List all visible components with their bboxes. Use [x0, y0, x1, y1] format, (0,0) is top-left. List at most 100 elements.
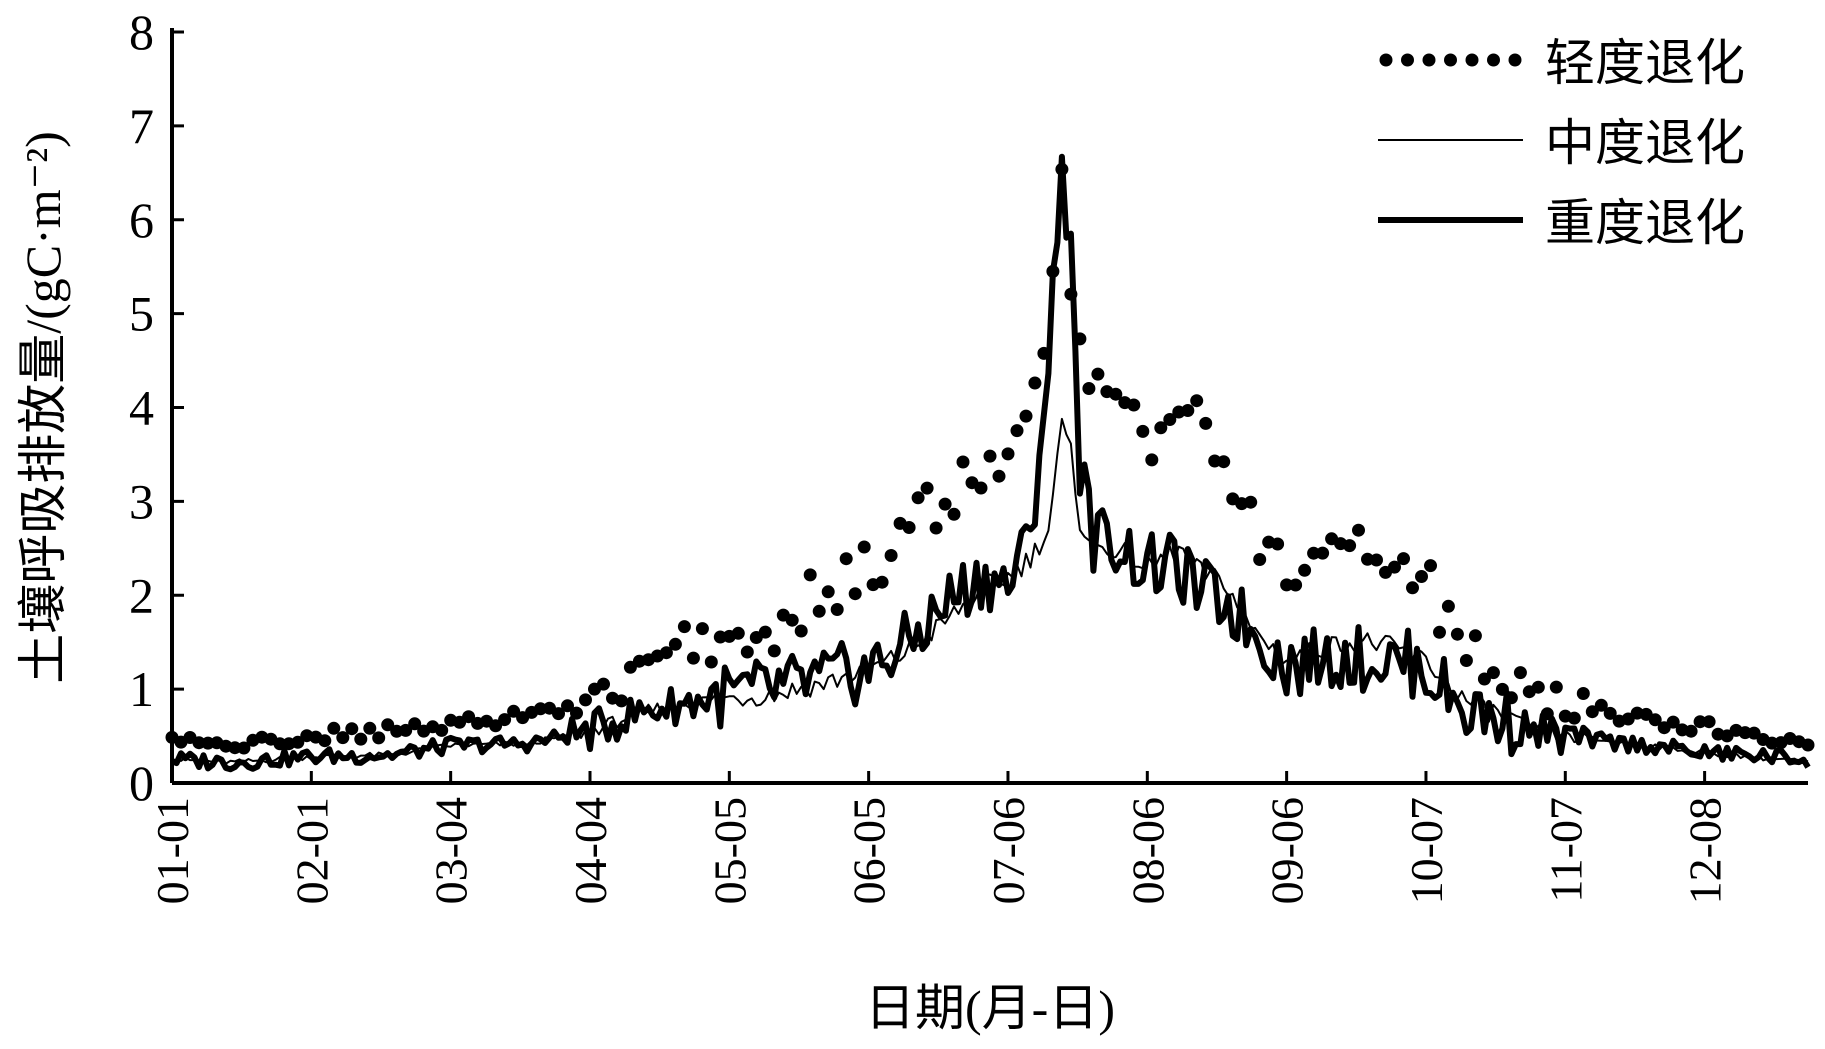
legend-dot [1401, 53, 1414, 67]
data-point [1666, 715, 1680, 729]
x-axis-ticks: 01-01 02-01 03-04 04-04 05-05 06-05 07-06 08-06… [147, 771, 1731, 904]
data-point [1549, 680, 1563, 694]
data-point [1181, 404, 1195, 417]
data-point [1576, 687, 1590, 700]
x-tick-label: 12-08 [1680, 797, 1731, 904]
data-point [1244, 495, 1258, 509]
data-point [1109, 387, 1123, 401]
legend-dot [1508, 53, 1522, 67]
data-point [803, 568, 817, 582]
legend-dot [1444, 53, 1457, 67]
y-tick-label: 4 [129, 380, 154, 436]
data-point [956, 455, 970, 469]
data-point [615, 694, 628, 708]
data-point [929, 521, 943, 535]
data-point [1298, 563, 1312, 577]
data-point [1702, 715, 1716, 729]
y-tick-label: 5 [129, 286, 154, 342]
data-point [947, 507, 961, 521]
data-point [1459, 654, 1473, 667]
data-point [794, 624, 808, 638]
data-point [875, 575, 889, 589]
data-point [372, 731, 386, 745]
data-point [812, 604, 826, 618]
data-point [237, 741, 251, 755]
data-point [1468, 629, 1482, 643]
legend-label: 重度退化 [1545, 194, 1745, 252]
data-point [363, 721, 377, 735]
data-point [1010, 424, 1024, 438]
data-point [1406, 581, 1419, 595]
data-point [462, 710, 476, 724]
data-point [327, 721, 341, 735]
data-point [561, 699, 574, 713]
x-tick-label: 06-05 [844, 797, 895, 904]
data-point [839, 552, 853, 566]
x-tick-label: 01-01 [147, 797, 198, 904]
data-point [1388, 560, 1401, 574]
data-point [1253, 553, 1267, 566]
data-point [1370, 553, 1383, 567]
data-point [1424, 559, 1437, 573]
legend-dot [1487, 53, 1500, 67]
data-point [1603, 706, 1617, 720]
series-severe-degradation-line [170, 153, 1811, 773]
data-point [1217, 455, 1231, 469]
data-point [1145, 453, 1159, 467]
data-point [695, 622, 709, 636]
data-point [1091, 367, 1105, 381]
data-point [974, 481, 988, 495]
legend-dot [1422, 53, 1436, 67]
data-point [291, 735, 305, 749]
x-tick-label: 09-06 [1262, 797, 1313, 904]
y-tick-label: 7 [129, 98, 154, 154]
y-tick-label: 2 [129, 567, 154, 623]
data-point [1486, 666, 1500, 680]
x-tick-label: 03-04 [426, 797, 477, 904]
data-point [1343, 539, 1357, 553]
data-point [911, 491, 925, 505]
data-point [345, 722, 359, 736]
data-point [821, 585, 835, 599]
data-point [1280, 578, 1294, 592]
data-point [677, 620, 691, 634]
y-tick-label: 0 [129, 755, 154, 811]
data-point [1019, 409, 1033, 423]
legend-label: 中度退化 [1545, 114, 1745, 172]
data-point [273, 737, 287, 751]
data-point [740, 645, 754, 659]
data-point [1307, 546, 1321, 560]
data-point [857, 540, 871, 554]
data-point [1693, 715, 1707, 729]
y-axis-ticks: 0 1 2 3 4 5 6 7 8 [129, 4, 184, 811]
x-tick-label: 04-04 [565, 797, 616, 904]
data-point [336, 731, 350, 745]
data-point [1433, 625, 1446, 639]
series-light-degradation [165, 162, 1815, 755]
data-point [1801, 738, 1815, 752]
data-point [381, 718, 395, 732]
x-tick-label: 02-01 [286, 797, 337, 904]
data-point [938, 497, 952, 511]
data-point [1028, 376, 1042, 390]
data-point [848, 587, 862, 601]
y-tick-label: 1 [129, 661, 154, 717]
data-point [1397, 552, 1410, 566]
x-tick-label: 11-07 [1540, 797, 1591, 903]
data-point [507, 704, 521, 718]
data-point [1082, 382, 1096, 395]
legend-dot [1465, 53, 1479, 67]
data-point [1648, 713, 1662, 727]
data-point [1747, 726, 1761, 740]
data-point [552, 707, 565, 721]
y-tick-label: 8 [129, 4, 154, 60]
y-tick-label: 6 [129, 192, 154, 248]
data-point [785, 613, 799, 627]
data-point [579, 693, 592, 707]
data-point [1477, 672, 1491, 686]
x-axis-title: 日期(月-日) [865, 980, 1115, 1036]
x-tick-label: 08-06 [1122, 797, 1173, 904]
